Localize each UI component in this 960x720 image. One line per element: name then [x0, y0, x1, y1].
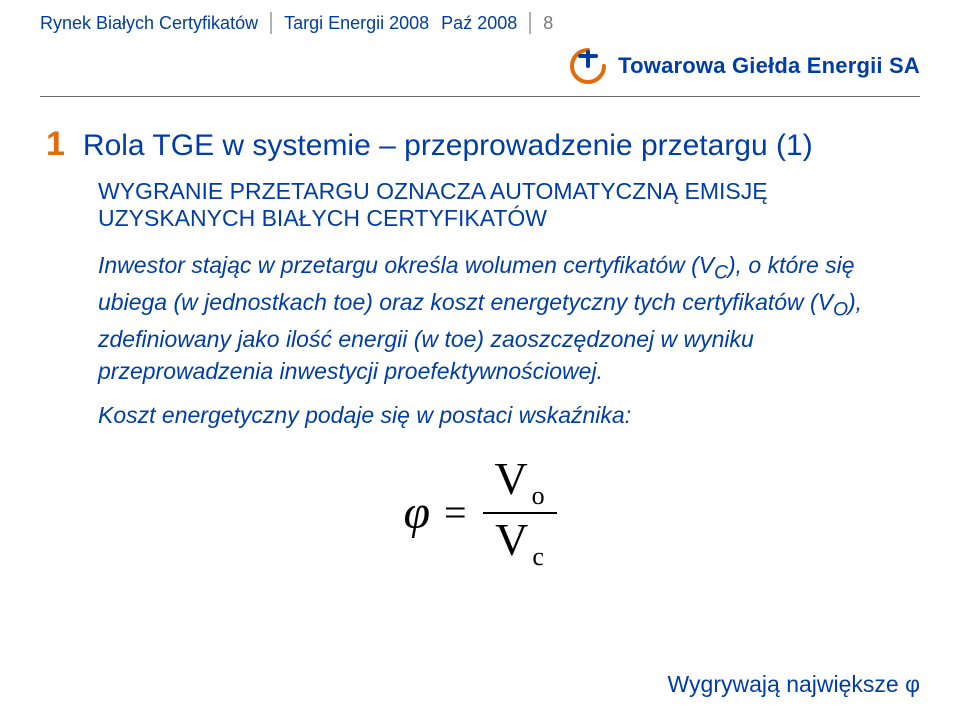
breadcrumb-item-2: Targi Energii 2008: [284, 13, 429, 34]
paragraph-1-part-a: Inwestor stając w przetargu określa wolu…: [98, 252, 714, 278]
title-row: 1 Rola TGE w systemie – przeprowadzenie …: [46, 125, 914, 164]
breadcrumb-separator: [529, 12, 531, 34]
slide-page: Rynek Białych Certyfikatów Targi Energii…: [0, 0, 960, 720]
formula-fraction: Vo Vc: [483, 455, 557, 570]
paragraph-2: Koszt energetyczny podaje się w postaci …: [98, 400, 904, 432]
logo-row: Towarowa Giełda Energii SA: [40, 44, 920, 88]
footer-note: Wygrywają największe φ: [668, 671, 920, 698]
formula-sub-c: c: [532, 542, 544, 571]
paragraph-1: Inwestor stając w przetargu określa wolu…: [98, 250, 904, 388]
page-title: Rola TGE w systemie – przeprowadzenie pr…: [83, 129, 813, 163]
formula-V-bottom: V: [495, 514, 528, 565]
content-area: 1 Rola TGE w systemie – przeprowadzenie …: [40, 125, 920, 570]
formula-phi: φ: [403, 485, 430, 540]
logo-text: Towarowa Giełda Energii SA: [618, 53, 920, 79]
section-number: 1: [46, 125, 65, 164]
formula-numerator: Vo: [494, 455, 544, 509]
breadcrumb: Rynek Białych Certyfikatów Targi Energii…: [40, 12, 920, 34]
logo-icon: [568, 46, 608, 86]
subscript-c: C: [714, 263, 728, 284]
formula-sub-o: o: [532, 481, 545, 510]
formula-V-top: V: [494, 453, 527, 504]
horizontal-rule: [40, 96, 920, 97]
breadcrumb-item-3: Paź 2008: [441, 13, 517, 34]
breadcrumb-separator: [270, 12, 272, 34]
page-number: 8: [543, 13, 553, 34]
formula-equals: =: [444, 489, 467, 536]
formula-denominator: Vc: [495, 516, 544, 570]
company-logo: Towarowa Giełda Energii SA: [568, 46, 920, 86]
subscript-o: O: [833, 300, 848, 321]
formula: φ = Vo Vc: [46, 455, 914, 570]
subtitle: WYGRANIE PRZETARGU OZNACZA AUTOMATYCZNĄ …: [98, 178, 914, 232]
breadcrumb-item-1: Rynek Białych Certyfikatów: [40, 13, 258, 34]
